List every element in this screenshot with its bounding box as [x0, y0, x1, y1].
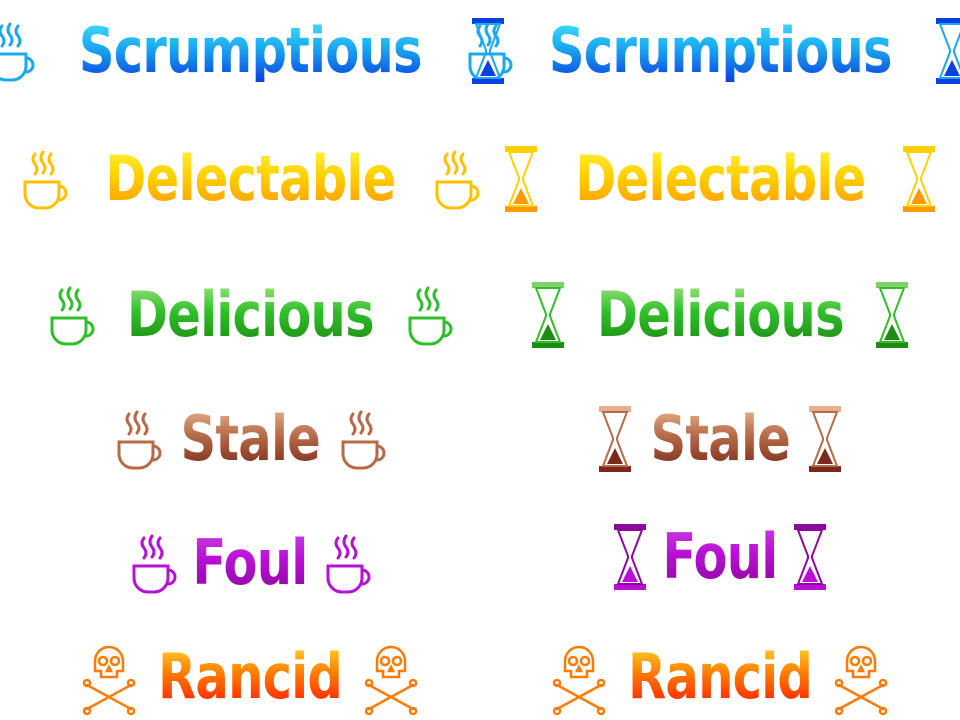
skull-crossbones-icon — [365, 637, 418, 717]
word-foul-right: Foul — [662, 520, 778, 593]
coffee-cup-icon — [19, 144, 69, 214]
label-row-delectable-right: Delectable — [504, 136, 936, 222]
hourglass-icon — [807, 402, 843, 476]
skull-crossbones-icon — [835, 637, 888, 717]
label-row-scrumptious-left: Scrumptious — [0, 8, 513, 94]
label-row-foul-left: Foul — [40, 520, 460, 606]
hourglass-icon — [901, 142, 937, 216]
skull-crossbones-icon — [552, 637, 605, 717]
word-delicious-right: Delicious — [596, 278, 845, 351]
hourglass-icon — [874, 278, 910, 352]
hourglass-icon — [470, 14, 506, 88]
word-delectable-left: Delectable — [104, 142, 396, 215]
coffee-cup-icon — [128, 528, 178, 598]
coffee-cup-icon — [46, 280, 96, 350]
hourglass-icon — [792, 520, 828, 594]
coffee-cup-icon — [322, 528, 372, 598]
coffee-cup-icon — [0, 16, 36, 86]
label-row-rancid-left: Rancid — [40, 634, 460, 720]
word-scrumptious-left: Scrumptious — [78, 14, 423, 87]
word-foul-left: Foul — [192, 526, 308, 599]
label-row-foul-right: Foul — [510, 514, 930, 600]
word-delectable-right: Delectable — [574, 142, 866, 215]
skull-crossbones-icon — [82, 637, 135, 717]
label-row-rancid-right: Rancid — [510, 634, 930, 720]
hourglass-icon — [934, 14, 960, 88]
word-rancid-left: Rancid — [157, 640, 343, 713]
coffee-cup-icon — [337, 404, 387, 474]
label-row-delicious-left: Delicious — [40, 272, 460, 358]
label-row-stale-left: Stale — [40, 396, 460, 482]
word-stale-right: Stale — [650, 402, 790, 475]
label-row-delicious-right: Delicious — [510, 272, 930, 358]
word-stale-left: Stale — [180, 402, 320, 475]
hourglass-icon — [597, 402, 633, 476]
coffee-cup-icon — [113, 404, 163, 474]
label-row-delectable-left: Delectable — [23, 136, 480, 222]
word-delicious-left: Delicious — [126, 278, 375, 351]
coffee-cup-icon — [431, 144, 481, 214]
coffee-cup-icon — [404, 280, 454, 350]
hourglass-icon — [612, 520, 648, 594]
hourglass-icon — [503, 142, 539, 216]
word-rancid-right: Rancid — [627, 640, 813, 713]
word-scrumptious-right: Scrumptious — [548, 14, 893, 87]
label-row-stale-right: Stale — [510, 396, 930, 482]
hourglass-icon — [530, 278, 566, 352]
label-row-scrumptious-right: Scrumptious — [471, 8, 960, 94]
